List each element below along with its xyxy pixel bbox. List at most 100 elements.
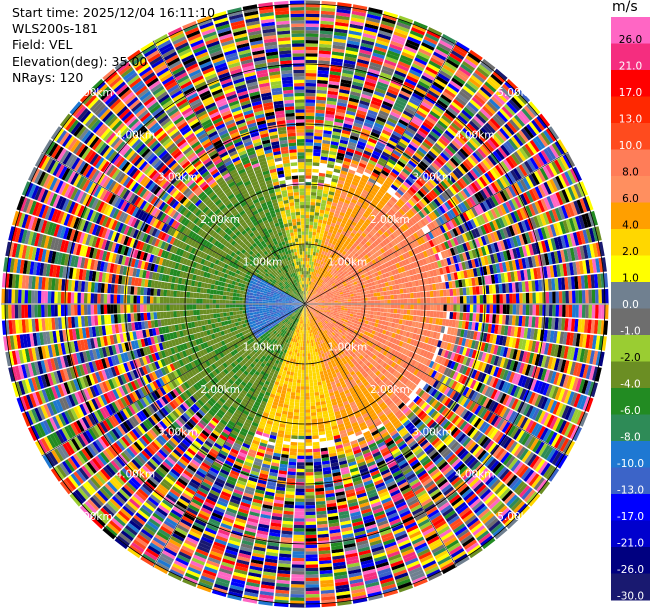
velocity-cell — [427, 323, 433, 331]
velocity-cell — [358, 248, 364, 254]
velocity-cell — [448, 220, 455, 229]
velocity-cell — [435, 381, 442, 390]
velocity-cell — [553, 223, 560, 236]
velocity-cell — [316, 266, 320, 271]
velocity-cell — [555, 418, 564, 433]
velocity-cell — [461, 321, 466, 329]
velocity-cell — [371, 219, 378, 226]
velocity-cell — [446, 351, 453, 360]
velocity-cell — [498, 314, 503, 325]
velocity-cell — [337, 98, 348, 104]
velocity-cell — [360, 329, 366, 334]
velocity-cell — [318, 302, 322, 304]
velocity-cell — [429, 178, 438, 187]
velocity-cell — [449, 238, 456, 247]
velocity-cell — [336, 239, 342, 244]
velocity-cell — [525, 351, 531, 364]
velocity-cell — [506, 347, 512, 359]
velocity-cell — [551, 317, 556, 330]
velocity-cell — [320, 260, 324, 265]
velocity-cell — [332, 198, 339, 204]
velocity-cell — [412, 194, 420, 203]
velocity-cell — [482, 266, 488, 276]
velocity-cell — [431, 107, 443, 117]
velocity-cell — [431, 84, 443, 94]
velocity-cell — [393, 257, 399, 264]
velocity-cell — [445, 265, 451, 274]
velocity-cell — [519, 179, 529, 192]
velocity-cell — [568, 376, 576, 390]
velocity-cell — [426, 297, 431, 304]
velocity-cell — [330, 296, 334, 299]
velocity-cell — [373, 217, 380, 223]
velocity-cell — [539, 292, 543, 304]
velocity-cell — [457, 132, 468, 143]
velocity-cell — [457, 395, 465, 405]
velocity-cell — [310, 285, 312, 289]
velocity-cell — [348, 266, 353, 271]
velocity-cell — [319, 37, 333, 42]
velocity-cell — [562, 439, 573, 454]
velocity-cell — [374, 46, 387, 53]
velocity-cell — [340, 311, 344, 315]
velocity-cell — [595, 226, 602, 241]
velocity-cell — [458, 66, 472, 77]
velocity-cell — [368, 244, 375, 250]
velocity-cell — [601, 304, 606, 319]
velocity-cell — [335, 277, 340, 281]
velocity-cell — [357, 309, 361, 313]
velocity-cell — [310, 297, 313, 301]
velocity-cell — [545, 466, 557, 480]
velocity-cell — [343, 333, 348, 338]
velocity-cell — [419, 45, 434, 54]
velocity-cell — [411, 281, 416, 287]
velocity-cell — [507, 383, 515, 395]
velocity-cell — [315, 311, 319, 314]
velocity-cell — [356, 315, 360, 319]
velocity-cell — [374, 272, 379, 277]
velocity-cell — [391, 269, 396, 276]
velocity-cell — [393, 308, 398, 314]
velocity-cell — [507, 425, 517, 437]
velocity-cell — [388, 347, 394, 354]
velocity-cell — [442, 289, 447, 297]
velocity-cell — [407, 326, 412, 332]
velocity-cell — [354, 301, 358, 304]
velocity-cell — [513, 134, 524, 147]
velocity-cell — [315, 311, 319, 315]
velocity-cell — [331, 289, 336, 292]
velocity-cell — [364, 119, 375, 126]
velocity-cell — [397, 299, 401, 304]
velocity-cell — [400, 266, 406, 273]
velocity-cell — [382, 182, 390, 189]
velocity-cell — [528, 244, 535, 256]
velocity-cell — [369, 230, 375, 237]
velocity-cell — [490, 208, 498, 219]
velocity-cell — [482, 410, 491, 421]
velocity-cell — [374, 257, 380, 263]
velocity-cell — [341, 272, 345, 277]
velocity-cell — [308, 305, 312, 307]
velocity-cell — [417, 304, 421, 310]
velocity-cell — [406, 162, 415, 171]
velocity-cell — [311, 188, 317, 193]
velocity-cell — [388, 271, 393, 277]
velocity-cell — [419, 310, 424, 317]
velocity-cell — [460, 202, 468, 212]
velocity-cell — [565, 375, 573, 389]
velocity-cell — [371, 349, 377, 355]
velocity-cell — [332, 230, 337, 235]
velocity-cell — [385, 330, 390, 336]
velocity-cell — [390, 361, 397, 368]
velocity-cell — [523, 126, 535, 139]
velocity-cell — [430, 147, 440, 157]
velocity-cell — [568, 304, 573, 318]
velocity-cell — [427, 376, 434, 385]
velocity-cell — [347, 284, 352, 288]
velocity-cell — [364, 23, 379, 30]
velocity-cell — [430, 370, 438, 378]
velocity-cell — [419, 252, 425, 259]
velocity-cell — [393, 313, 397, 319]
velocity-cell — [511, 224, 519, 236]
velocity-cell — [305, 234, 309, 239]
